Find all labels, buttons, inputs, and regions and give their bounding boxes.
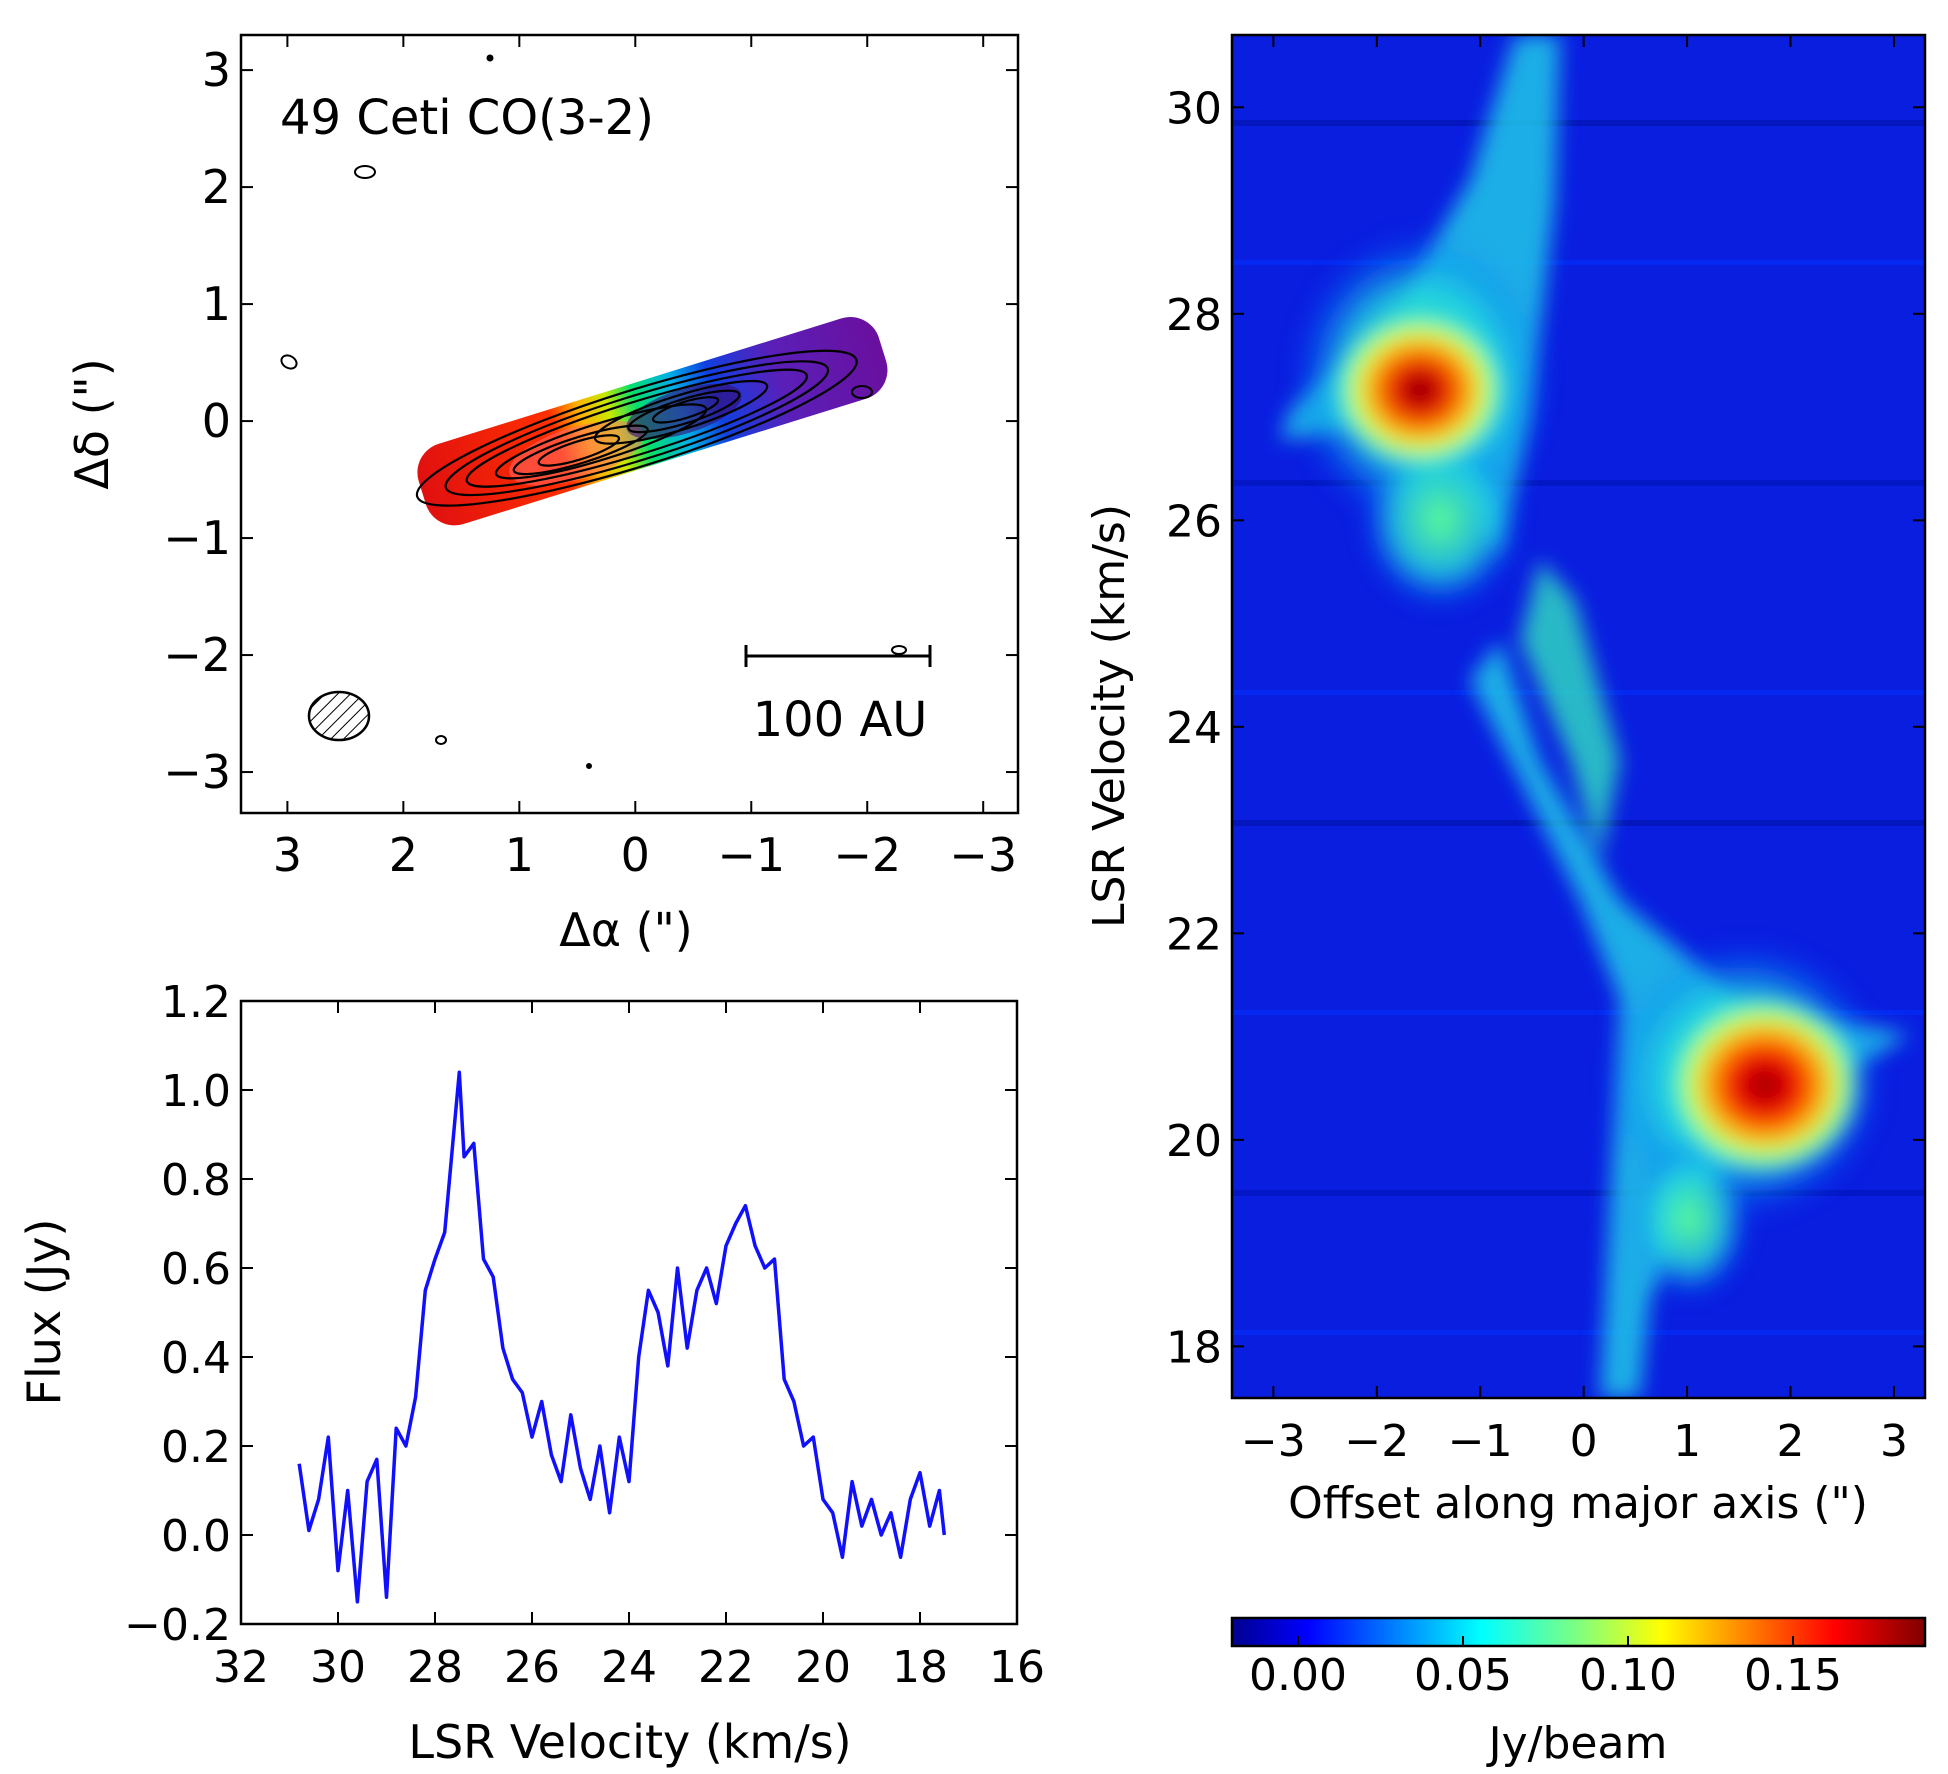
x-tick-label: −1 (1448, 1416, 1513, 1467)
y-tick-label: −2 (163, 628, 231, 682)
x-tick-label: 16 (989, 1642, 1045, 1693)
map-xlabel: Δα (") (559, 903, 692, 957)
x-tick-label: 3 (273, 828, 302, 882)
x-tick-label: 30 (310, 1642, 366, 1693)
y-tick-label: 0.2 (161, 1422, 231, 1473)
colorbar-gradient (1230, 1616, 1927, 1648)
colorbar-tick-label: 0.15 (1744, 1650, 1842, 1701)
y-tick-label: 0.4 (161, 1333, 231, 1384)
y-tick-label: 3 (202, 43, 231, 97)
scale-bar (744, 645, 932, 667)
x-tick-label: −1 (717, 828, 785, 882)
pv-ylabel: LSR Velocity (km/s) (1084, 504, 1135, 928)
map-title: 49 Ceti CO(3-2) (280, 90, 654, 146)
map-ticks: 3 2 1 0 −1 −2 −3 3 2 1 0 −1 −2 −3 (163, 35, 1018, 882)
moment-map-panel: 100 AU 49 Ceti CO(3-2) 3 2 1 0 −1 −2 −33210−1−… (65, 33, 1020, 957)
x-tick-label: 1 (1673, 1416, 1701, 1467)
spectrum-panel: 32 30 28 26 24 22 20 18 16 −0.2 0.0 0.2 0.4 0.6 0.8 1.0… (17, 977, 1045, 1769)
spectrum-ylabel: Flux (Jy) (17, 1219, 71, 1406)
spectrum-xlabel: LSR Velocity (km/s) (408, 1715, 851, 1769)
x-tick-label: −2 (1344, 1416, 1409, 1467)
pv-emission (1280, 35, 1910, 1398)
x-tick-label: 2 (389, 828, 418, 882)
y-tick-label: 18 (1166, 1322, 1222, 1373)
colorbar-label: Jy/beam (1486, 1718, 1668, 1769)
colorbar-tick-label: 0.00 (1249, 1650, 1347, 1701)
y-tick-label: −0.2 (124, 1600, 231, 1651)
colorbar-ticks: 0.00 0.05 0.10 0.15 (1249, 1636, 1842, 1701)
x-tick-label: 3 (1880, 1416, 1908, 1467)
colorbar-tick-label: 0.05 (1414, 1650, 1512, 1701)
y-tick-label: 1.0 (161, 1066, 231, 1117)
x-tick-label: −2 (833, 828, 901, 882)
spectrum-series-line (297, 1070, 947, 1604)
y-tick-label: 30 (1166, 83, 1222, 134)
x-tick-label: 20 (795, 1642, 851, 1693)
pv-diagram-panel: −3 −2 −1 0 1 2 3 18 20 22 24 26 28 30 Offset along ma… (1084, 33, 1927, 1529)
pv-ticks: −3 −2 −1 0 1 2 3 18 20 22 24 26 28 30 (1166, 35, 1925, 1467)
x-tick-label: −3 (949, 828, 1017, 882)
y-tick-label: 2 (202, 160, 231, 214)
map-frame (239, 33, 1020, 815)
map-ylabel: Δδ (") (65, 358, 119, 489)
y-tick-label: 0 (202, 394, 231, 448)
colorbar: 0.00 0.05 0.10 0.15 Jy/beam (1230, 1616, 1927, 1769)
x-tick-label: 24 (601, 1642, 657, 1693)
x-tick-label: 1 (505, 828, 534, 882)
disk-emission (415, 317, 888, 526)
beam-ellipse (307, 690, 371, 742)
y-tick-label: 1 (202, 277, 231, 331)
pv-xlabel: Offset along major axis (") (1288, 1478, 1868, 1529)
spectrum-frame (239, 999, 1019, 1626)
x-tick-label: 28 (407, 1642, 463, 1693)
x-tick-label: −3 (1241, 1416, 1306, 1467)
y-tick-label: 0.0 (161, 1511, 231, 1562)
pv-frame (1230, 33, 1927, 1400)
y-tick-label: 28 (1166, 290, 1222, 341)
colorbar-tick-label: 0.10 (1579, 1650, 1677, 1701)
y-tick-label: −3 (163, 745, 231, 799)
y-tick-label: 1.2 (161, 977, 231, 1028)
y-tick-label: 20 (1166, 1116, 1222, 1167)
y-tick-label: 26 (1166, 496, 1222, 547)
scale-bar-label: 100 AU (753, 692, 928, 748)
x-tick-label: 0 (1570, 1416, 1598, 1467)
y-tick-label: 22 (1166, 909, 1222, 960)
y-tick-label: 0.6 (161, 1244, 231, 1295)
noise-contours (280, 54, 907, 769)
y-tick-label: −1 (163, 511, 231, 565)
x-tick-label: 18 (892, 1642, 948, 1693)
x-tick-label: 26 (504, 1642, 560, 1693)
y-tick-label: 24 (1166, 703, 1222, 754)
x-tick-label: 22 (698, 1642, 754, 1693)
y-tick-label: 0.8 (161, 1155, 231, 1206)
x-tick-label: 0 (621, 828, 650, 882)
x-tick-label: 32 (213, 1642, 269, 1693)
spectrum-ticks: 32 30 28 26 24 22 20 18 16 −0.2 0.0 0.2 0.4 0.6 0.8 1.0… (124, 977, 1045, 1693)
x-tick-label: 2 (1777, 1416, 1805, 1467)
